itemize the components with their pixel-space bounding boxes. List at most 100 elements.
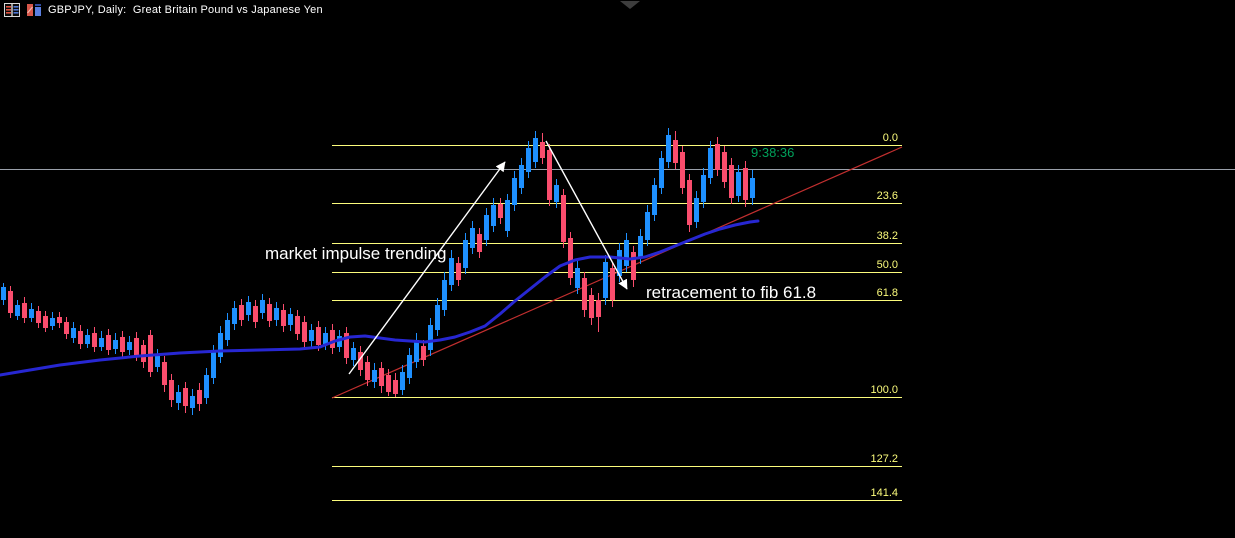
candle-body <box>687 180 692 225</box>
candle-body <box>99 338 104 347</box>
candle-body <box>113 340 118 349</box>
candle-body <box>673 140 678 163</box>
candle-body <box>351 348 356 360</box>
candle-body <box>533 138 538 162</box>
candle-body <box>638 236 643 258</box>
candle-body <box>386 375 391 392</box>
candle-body <box>372 370 377 382</box>
candle-body <box>379 368 384 386</box>
candle-body <box>8 291 13 313</box>
candle-body <box>449 258 454 285</box>
candle-body <box>477 234 482 252</box>
candle-body <box>596 300 601 317</box>
candle-body <box>701 175 706 202</box>
candle-body <box>512 178 517 205</box>
candle-body <box>71 328 76 338</box>
chart-window-icon[interactable] <box>4 3 20 17</box>
candle-body <box>526 148 531 172</box>
candle-body <box>491 205 496 226</box>
annotation-arrows[interactable] <box>348 140 628 375</box>
fib-label-23.6: 23.6 <box>877 190 898 202</box>
candle-body <box>309 330 314 341</box>
candle-body <box>561 195 566 242</box>
candle-body <box>414 340 419 362</box>
candle-body <box>631 252 636 280</box>
chart-titlebar: GBPJPY, Daily: Great Britain Pound vs Ja… <box>0 0 323 20</box>
candle-body <box>624 240 629 266</box>
candle-body <box>141 345 146 362</box>
candle-body <box>750 178 755 198</box>
fibonacci-labels: 0.0 23.6 38.2 50.0 61.8 100.0 127.2 141.4 <box>870 132 898 499</box>
candle-body <box>463 240 468 268</box>
candle-body <box>330 330 335 348</box>
candle-body <box>407 355 412 378</box>
candle-body <box>715 144 720 170</box>
fibonacci-retracement[interactable] <box>332 145 902 501</box>
candle-body <box>708 148 713 178</box>
candle-body <box>680 152 685 188</box>
candle-body <box>302 322 307 342</box>
fib-label-127.2: 127.2 <box>870 453 898 465</box>
candle-body <box>36 311 41 323</box>
fib-label-141.4: 141.4 <box>870 487 898 499</box>
candle-body <box>694 198 699 222</box>
candle-body <box>15 305 20 316</box>
candle-body <box>169 380 174 400</box>
market-clock-label: 9:38:36 <box>751 145 795 160</box>
candle-body <box>547 150 552 200</box>
candle-body <box>400 372 405 390</box>
candle-body <box>92 333 97 347</box>
candle-body <box>470 228 475 248</box>
moving-average-line <box>0 219 760 377</box>
candle-body <box>204 375 209 398</box>
candle-body <box>666 135 671 162</box>
candle-body <box>589 295 594 318</box>
candle-body <box>197 390 202 404</box>
candle-body <box>344 333 349 358</box>
candle-body <box>1 287 6 300</box>
candle-body <box>736 172 741 196</box>
impulse-annotation-text[interactable]: market impulse trending <box>265 244 447 263</box>
candle-body <box>540 142 545 158</box>
candle-body <box>575 268 580 288</box>
candle-body <box>22 303 27 318</box>
candle-body <box>519 165 524 188</box>
candle-body <box>652 185 657 215</box>
candle-body <box>176 392 181 403</box>
retracement-annotation-text[interactable]: retracement to fib 61.8 <box>646 283 817 302</box>
candle-body <box>232 308 237 324</box>
candle-body <box>603 262 608 298</box>
candle-body <box>484 215 489 240</box>
candle-body <box>323 333 328 344</box>
candle-body <box>253 306 258 322</box>
candle-body <box>155 355 160 367</box>
collapse-chevron-icon[interactable] <box>620 1 640 9</box>
impulse-arrow-up[interactable] <box>348 161 506 375</box>
candle-body <box>421 346 426 360</box>
fib-label-61.8: 61.8 <box>877 287 898 299</box>
candle-body <box>85 335 90 344</box>
candle-body <box>225 320 230 340</box>
candle-body <box>365 362 370 380</box>
candle-body <box>456 263 461 280</box>
bar-chart-icon[interactable] <box>26 3 42 17</box>
candle-body <box>743 168 748 200</box>
candle-body <box>260 300 265 313</box>
candle-body <box>337 336 342 347</box>
candle-body <box>218 333 223 357</box>
candle-body <box>645 212 650 240</box>
candle-body <box>78 331 83 344</box>
candle-body <box>274 308 279 320</box>
retracement-arrow-down[interactable] <box>545 140 628 290</box>
candle-body <box>435 305 440 330</box>
candle-body <box>358 352 363 370</box>
fib-label-50.0: 50.0 <box>877 259 898 271</box>
candle-body <box>29 309 34 318</box>
candle-body <box>659 158 664 188</box>
candle-body <box>246 302 251 315</box>
candle-body <box>288 314 293 325</box>
candle-body <box>134 338 139 355</box>
ma-polyline <box>0 219 760 377</box>
candle-body <box>393 380 398 394</box>
fib-label-0.0: 0.0 <box>883 132 898 144</box>
